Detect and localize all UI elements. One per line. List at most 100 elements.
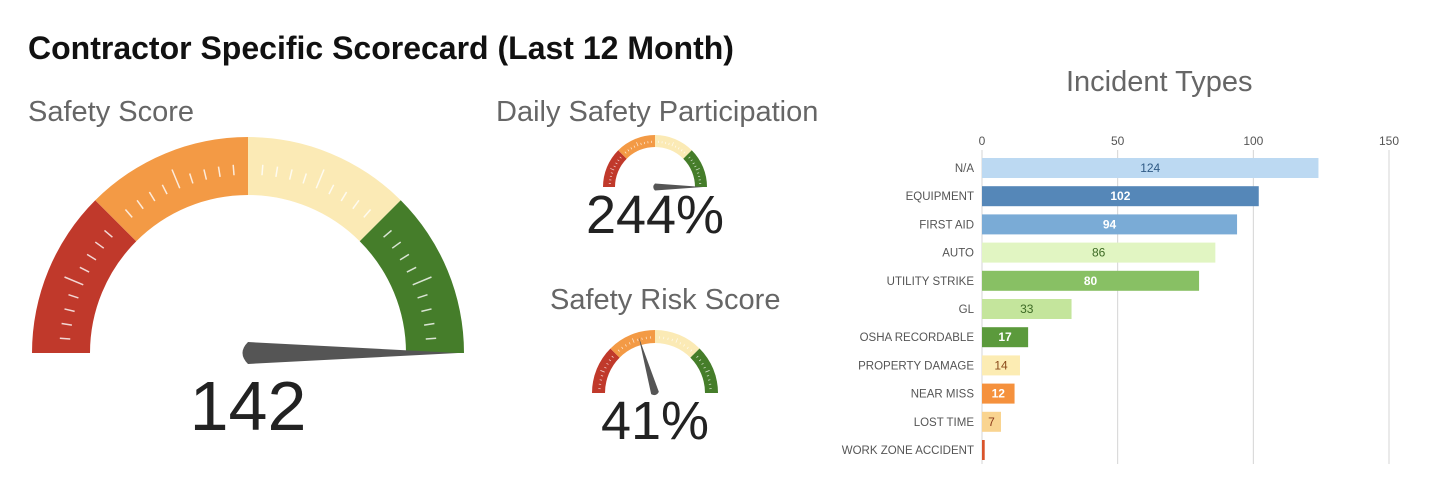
gauge-segment [32, 200, 137, 353]
bar[interactable] [982, 270, 1200, 291]
safety-risk-score-gauge [592, 330, 719, 396]
gauge-tick [188, 173, 194, 184]
category-label: PROPERTY DAMAGE [858, 360, 974, 372]
data-label: 14 [994, 358, 1008, 372]
gauge-tick [697, 175, 701, 178]
gauge-tick [103, 229, 113, 238]
gauge-tick [637, 338, 639, 342]
gauge-tick [275, 166, 279, 178]
x-tick-label: 0 [979, 134, 986, 148]
gauge-tick [628, 342, 631, 345]
gauge-tick [606, 362, 609, 365]
gauge-tick [604, 366, 607, 369]
bar[interactable] [982, 299, 1072, 319]
gauge-tick [363, 208, 372, 218]
bar[interactable] [982, 440, 985, 460]
bar[interactable] [982, 158, 1319, 178]
gauge-tick [690, 159, 693, 162]
gauge-needle [242, 342, 458, 364]
bar[interactable] [982, 214, 1238, 235]
gauge-tick [383, 229, 393, 238]
gauge-tick [61, 322, 73, 326]
gauge-tick [599, 379, 603, 381]
gauge-needle [638, 337, 659, 396]
gauge-tick [59, 337, 71, 340]
gauge-tick [624, 344, 627, 347]
safety-score-title: Safety Score [28, 96, 195, 128]
gauge-tick [617, 349, 620, 352]
gauge-tick [399, 253, 410, 261]
gauge-tick [615, 162, 618, 165]
gauge-segment [618, 135, 655, 159]
safety-risk-score-title: Safety Risk Score [550, 284, 781, 316]
gauge-tick [643, 141, 646, 145]
gauge-tick [421, 308, 432, 313]
gauge-tick [675, 338, 678, 343]
gauge-tick [680, 149, 683, 152]
gauge-tick [608, 359, 612, 362]
bar[interactable] [982, 242, 1216, 263]
gauge-segment [683, 150, 707, 187]
gauge-tick [161, 184, 168, 195]
category-label: N/A [955, 163, 975, 175]
gauge-tick [694, 165, 697, 168]
data-label: 80 [1084, 274, 1098, 288]
gauge-tick [703, 366, 706, 369]
x-tick-label: 100 [1243, 134, 1263, 148]
incident-types-chart: 0 50 100 150 N/A 124 EQUIPMENT 102 FIRST AID 94 AU… [842, 134, 1399, 464]
gauge-tick [677, 147, 680, 150]
gauge-segment [592, 348, 620, 393]
gauge-tick [171, 169, 181, 189]
gauge-segment [359, 200, 464, 353]
gauge-segment [610, 330, 655, 358]
gauge-tick [621, 346, 624, 350]
gauge-tick [683, 151, 686, 154]
bar[interactable] [982, 327, 1029, 348]
gauge-tick [630, 147, 633, 150]
gauge-tick [86, 253, 97, 261]
gauge-segment [690, 348, 719, 393]
gauge-tick [232, 164, 235, 176]
gauge-tick [698, 359, 702, 362]
gauge-tick [696, 355, 699, 358]
gauge-tick [609, 175, 613, 178]
gauge-tick [692, 162, 695, 165]
incident-types-title: Incident Types [1066, 66, 1253, 98]
data-label: 94 [1103, 217, 1117, 231]
page-title: Contractor Specific Scorecard (Last 12 M… [28, 30, 734, 66]
gauge-tick [619, 156, 622, 159]
gauge-tick [340, 191, 348, 202]
gauge-tick [64, 308, 75, 313]
daily-safety-participation-title: Daily Safety Participation [496, 96, 819, 128]
gauge-tick [641, 337, 643, 341]
gauge-tick [707, 379, 711, 381]
data-label: 102 [1110, 189, 1130, 203]
gauge-needle [653, 183, 703, 191]
gauge-tick [674, 145, 677, 148]
daily-safety-participation-value: 244% [585, 185, 725, 245]
gauge-tick [217, 166, 221, 178]
gauge-tick [328, 184, 335, 195]
daily-safety-participation-gauge [603, 135, 707, 191]
gauge-tick [610, 172, 614, 174]
gauge-tick [632, 338, 635, 343]
gauge-tick [203, 169, 208, 180]
bar[interactable] [982, 186, 1259, 207]
gauge-tick [640, 142, 642, 146]
bar[interactable] [982, 383, 1015, 404]
bar[interactable] [982, 355, 1020, 376]
gauge-tick [701, 362, 704, 365]
gauge-tick [706, 375, 710, 377]
gauge-tick [94, 241, 105, 249]
bar[interactable] [982, 411, 1001, 432]
gauge-tick [64, 276, 84, 286]
gauge-tick [417, 293, 428, 299]
gauge-tick [315, 169, 325, 189]
gauge-tick [627, 149, 630, 152]
gauge-tick [148, 191, 156, 202]
gauge-segment [603, 150, 627, 187]
gauge-tick [667, 337, 669, 341]
gauge-tick [600, 375, 604, 377]
gauge-tick [624, 151, 627, 154]
